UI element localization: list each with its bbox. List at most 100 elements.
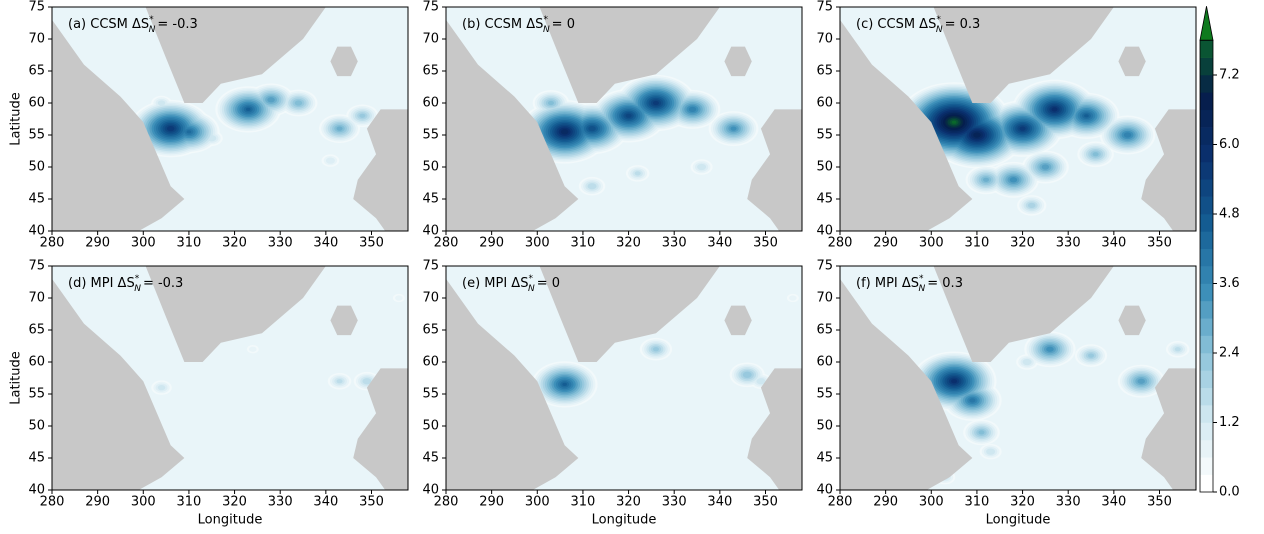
x-tick-label: 340: [313, 495, 338, 510]
y-tick-label: 75: [816, 0, 833, 15]
land: [539, 7, 720, 103]
y-tick-label: 40: [28, 483, 45, 498]
plot-area: [840, 7, 1196, 231]
x-tick-label: 320: [222, 236, 247, 251]
x-tick-label: 310: [177, 495, 202, 510]
colorbar-band: [1200, 92, 1213, 111]
panel-title: (a) CCSM ΔS* N = -0.3: [68, 15, 198, 35]
contour-level: [362, 378, 372, 385]
y-tick-label: 50: [816, 419, 833, 434]
land: [446, 19, 579, 231]
panel-title: (d) MPI ΔS* N = -0.3: [68, 274, 183, 294]
contour-level: [1022, 358, 1032, 366]
x-tick-label: 290: [479, 236, 504, 251]
x-tick-label: 300: [919, 495, 944, 510]
colorbar-band: [1200, 231, 1213, 250]
colorbar-band: [1200, 75, 1213, 93]
colorbar-band: [1200, 266, 1213, 284]
contour-level: [267, 97, 275, 103]
colorbar-band: [1200, 214, 1213, 232]
title-suffix: = -0.3: [157, 17, 197, 32]
land: [1141, 368, 1196, 490]
colorbar-band: [1200, 474, 1213, 493]
contour-level: [973, 132, 981, 138]
y-tick-label: 65: [816, 64, 833, 79]
x-axis-label: Longitude: [592, 513, 657, 528]
x-tick-label: 310: [965, 495, 990, 510]
x-tick-label: 290: [479, 495, 504, 510]
plot-area: [52, 7, 408, 231]
x-tick-label: 300: [525, 236, 550, 251]
y-tick-label: 45: [816, 451, 833, 466]
y-tick-label: 55: [422, 387, 439, 402]
y-tick-label: 65: [28, 64, 45, 79]
contour-level: [625, 113, 632, 118]
plot-area: [446, 266, 802, 490]
land: [724, 46, 752, 77]
colorbar-tick-label: 0.0: [1219, 485, 1240, 500]
x-axis-label: Longitude: [986, 513, 1051, 528]
x-tick-label: 280: [40, 236, 65, 251]
title-suffix: = 0: [552, 17, 575, 32]
land: [52, 19, 185, 231]
frame: [51, 6, 409, 232]
contour-level: [1088, 353, 1095, 358]
title-sub: N: [919, 284, 926, 294]
contour-level: [969, 398, 976, 403]
x-tick-label: 350: [359, 495, 384, 510]
x-tick-label: 330: [662, 495, 687, 510]
colorbar-band: [1200, 179, 1213, 197]
x-tick-label: 320: [616, 236, 641, 251]
colorbar-band: [1200, 353, 1213, 371]
contour-level: [1041, 164, 1050, 170]
x-tick-label: 340: [1101, 236, 1126, 251]
y-tick-label: 70: [816, 32, 833, 47]
colorbar-band: [1200, 144, 1213, 163]
contour-level: [951, 379, 958, 384]
colorbar-band: [1200, 387, 1213, 406]
contour-level: [986, 448, 996, 455]
contour-level: [1174, 347, 1181, 352]
contour-level: [587, 183, 597, 190]
colorbar-band: [1200, 40, 1213, 58]
land: [539, 266, 720, 362]
land: [840, 278, 973, 490]
contour-level: [186, 130, 192, 134]
x-tick-label: 300: [131, 495, 156, 510]
x-tick-label: 310: [571, 236, 596, 251]
colorbar-band: [1200, 439, 1213, 458]
y-tick-label: 55: [28, 128, 45, 143]
x-tick-label: 300: [919, 236, 944, 251]
title-sub: N: [543, 25, 550, 35]
y-tick-label: 55: [422, 128, 439, 143]
land: [1118, 46, 1146, 77]
y-tick-label: 45: [816, 192, 833, 207]
y-tick-label: 50: [816, 160, 833, 175]
land: [145, 7, 326, 103]
land: [52, 278, 185, 490]
y-tick-label: 75: [422, 0, 439, 15]
x-tick-label: 310: [177, 236, 202, 251]
y-tick-label: 50: [28, 160, 45, 175]
y-tick-label: 50: [422, 419, 439, 434]
land: [353, 109, 408, 231]
y-tick-label: 65: [422, 64, 439, 79]
frame: [51, 265, 409, 491]
plot-area: [52, 266, 408, 490]
x-tick-label: 280: [828, 495, 853, 510]
colorbar-tick-label: 1.2: [1219, 415, 1240, 430]
y-tick-label: 50: [28, 419, 45, 434]
contour-level: [697, 163, 707, 171]
contour-level: [652, 347, 659, 352]
panel-title: (b) CCSM ΔS* N = 0: [462, 15, 575, 35]
y-axis-label: Latitude: [9, 92, 24, 146]
x-tick-label: 320: [616, 495, 641, 510]
y-tick-label: 45: [422, 451, 439, 466]
x-axis-label: Longitude: [198, 513, 263, 528]
contour-level: [983, 177, 990, 182]
title-sup: *: [919, 274, 924, 284]
x-tick-label: 300: [525, 495, 550, 510]
contour-level: [336, 126, 343, 131]
contour-level: [547, 100, 554, 106]
colorbar-band: [1200, 283, 1213, 302]
